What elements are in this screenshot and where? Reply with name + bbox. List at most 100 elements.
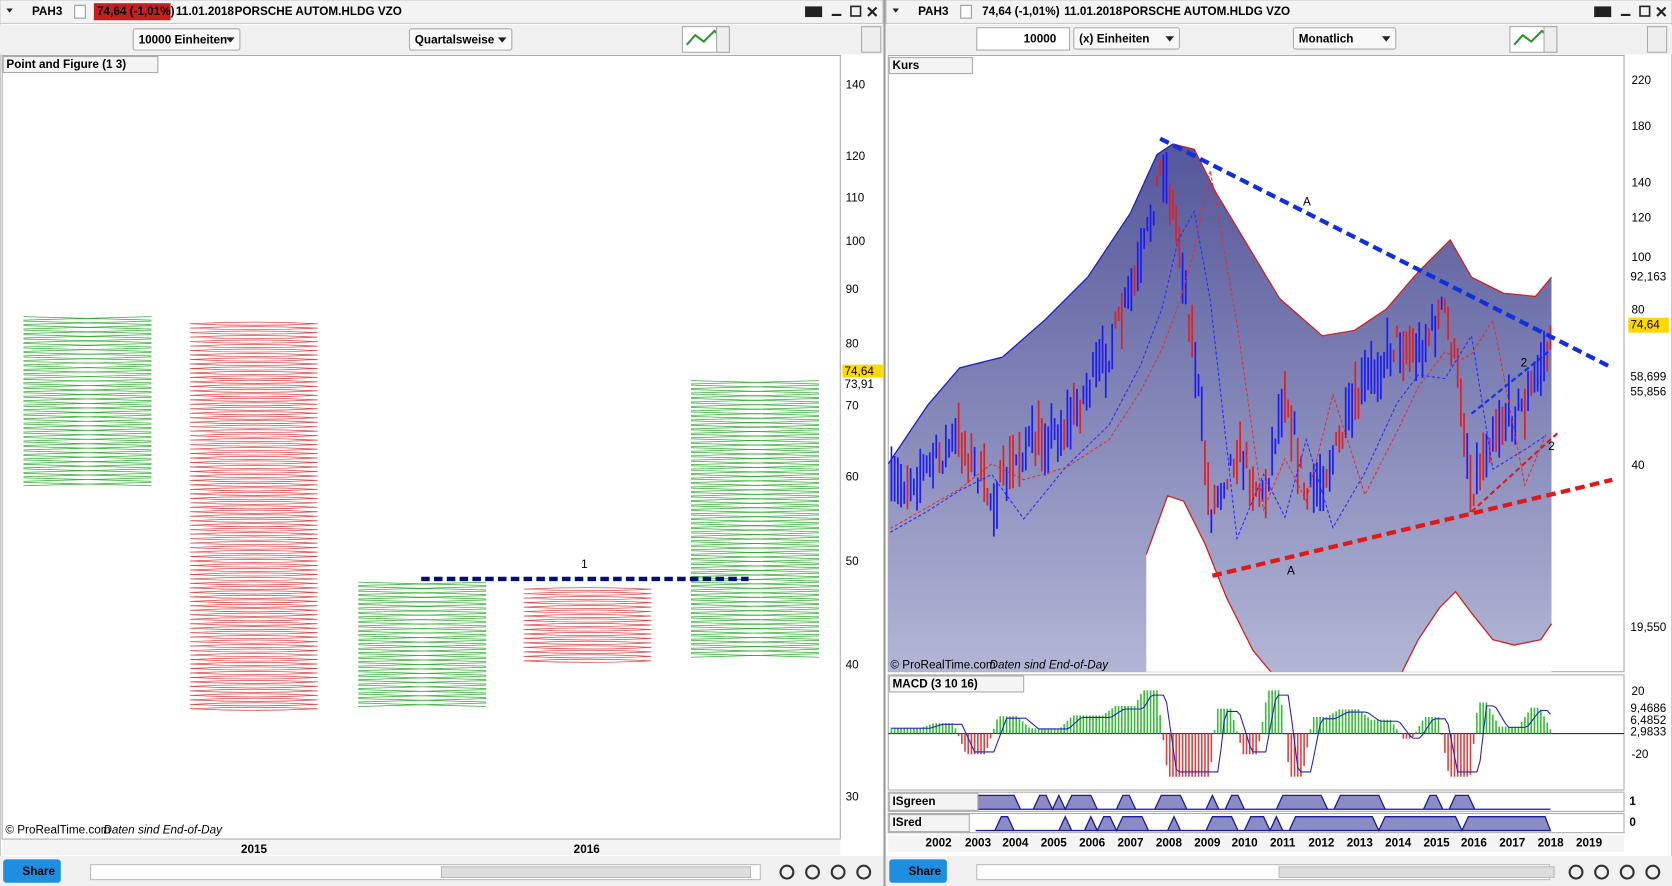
symbol: PAH3 — [918, 5, 949, 18]
macd-axis-label: 20 — [1631, 685, 1645, 698]
year-label: 2014 — [1385, 836, 1412, 849]
panel-title-box — [888, 675, 1025, 693]
price-flag — [1628, 384, 1669, 400]
year-label: 2016 — [1461, 836, 1488, 849]
pf-x-column — [358, 581, 487, 707]
year-label: 2009 — [1194, 836, 1221, 849]
price-axis-label: 180 — [1631, 120, 1651, 133]
trend-line-a — [1159, 136, 1614, 370]
year-label: 2010 — [1232, 836, 1259, 849]
indicator-title-box — [888, 814, 970, 833]
close-button[interactable] — [1656, 6, 1667, 17]
pf-o-column — [189, 321, 318, 711]
instrument-name: PORSCHE AUTOM.HLDG VZO — [235, 5, 402, 18]
price-flag — [1628, 317, 1669, 333]
indicator-value: 1 — [1629, 795, 1636, 808]
side-handle[interactable] — [861, 26, 882, 53]
price-axis-label: 40 — [846, 658, 860, 671]
copyright: © ProRealTime.com — [5, 824, 110, 837]
zoom-tool[interactable] — [805, 864, 821, 880]
period-select[interactable] — [1292, 27, 1397, 50]
price-flag-label: 92,163 — [1630, 270, 1666, 283]
year-label: 2015 — [241, 843, 268, 856]
period-select-label: Quartalsweise — [415, 34, 495, 47]
close-button[interactable] — [867, 6, 878, 17]
price-axis-label: 80 — [846, 337, 860, 350]
dropdown-arrow[interactable] — [6, 8, 13, 13]
indicator-title-box — [888, 792, 979, 811]
year-label: 2017 — [1499, 836, 1525, 849]
maximize-button[interactable] — [850, 5, 862, 17]
moving-average — [890, 209, 1547, 541]
price-flag-label: 58,699 — [1630, 371, 1666, 384]
price-axis-label: 110 — [846, 191, 865, 204]
zoom-tool[interactable] — [1619, 864, 1635, 880]
band-gap — [1146, 495, 1552, 672]
share-button[interactable] — [3, 859, 61, 883]
macd-area — [887, 674, 1625, 791]
units-select-label: (x) Einheiten — [1079, 33, 1149, 46]
spinner[interactable] — [976, 27, 1071, 51]
zoom-tool[interactable] — [1594, 864, 1610, 880]
annotation: A — [1287, 565, 1295, 578]
period-select[interactable] — [408, 28, 513, 51]
price-flag — [1628, 701, 1669, 717]
quote-box — [93, 3, 171, 21]
price-axis-label: 100 — [846, 235, 866, 248]
price-flag-label: 73,91 — [845, 378, 874, 391]
panel-title-box — [888, 57, 974, 75]
scroll-thumb[interactable] — [1278, 866, 1555, 879]
year-label: 2005 — [1041, 836, 1068, 849]
panel-title: MACD (3 10 16) — [893, 678, 978, 691]
minimize-button[interactable] — [1620, 13, 1631, 16]
indicator-title: ISred — [893, 816, 922, 829]
date: 11.01.2018 — [1064, 5, 1122, 18]
price-axis-label: 50 — [846, 555, 860, 568]
year-label: 2018 — [1538, 836, 1565, 849]
panel-title-box — [2, 55, 159, 74]
units-select-label: 10000 Einheiten — [139, 34, 228, 47]
zoom-tool[interactable] — [779, 864, 795, 880]
price-axis-label: 30 — [846, 791, 860, 804]
scroll-thumb[interactable] — [440, 866, 752, 879]
panel-title: Point and Figure (1 3) — [6, 58, 126, 71]
price-flag — [1628, 725, 1669, 740]
keyboard-icon[interactable] — [1594, 6, 1612, 18]
units-select[interactable] — [1073, 27, 1180, 50]
maximize-button[interactable] — [1639, 5, 1651, 17]
price-axis-label: 120 — [1631, 212, 1651, 225]
annotation: 2 — [1548, 440, 1555, 453]
year-label: 2006 — [1079, 836, 1106, 849]
info-icon[interactable] — [960, 4, 972, 19]
price-axis-label: 80 — [1631, 303, 1645, 316]
units-value: 10000 — [1024, 33, 1057, 46]
zoom-tool[interactable] — [1568, 864, 1584, 880]
annotation: 1 — [581, 558, 588, 571]
price-flag-label: 6,4852 — [1630, 714, 1666, 727]
time-axis — [888, 834, 1625, 852]
zoom-tool[interactable] — [856, 864, 872, 880]
annotation: A — [1303, 196, 1311, 209]
trend-line-2 — [1470, 431, 1560, 513]
zoom-tool[interactable] — [830, 864, 846, 880]
price-flag — [842, 377, 883, 393]
chart-type-drop[interactable] — [1543, 26, 1558, 53]
quote: 74,64 (-1,01%) — [982, 5, 1060, 18]
units-select[interactable] — [132, 28, 241, 51]
year-label: 2003 — [965, 836, 992, 849]
keyboard-icon[interactable] — [805, 6, 823, 18]
price-axis-label: 120 — [846, 150, 866, 163]
year-label: 2015 — [1424, 836, 1451, 849]
dropdown-arrow[interactable] — [892, 8, 899, 13]
year-label: 2008 — [1156, 836, 1183, 849]
time-axis — [2, 840, 841, 856]
price-axis-label: 140 — [846, 78, 866, 91]
year-label: 2004 — [1002, 836, 1029, 849]
minimize-button[interactable] — [831, 13, 842, 16]
side-handle[interactable] — [1646, 26, 1668, 53]
share-button[interactable] — [889, 859, 947, 883]
chart-type-drop[interactable] — [716, 26, 730, 53]
info-icon[interactable] — [74, 4, 86, 19]
zoom-tool[interactable] — [1645, 864, 1661, 880]
year-label: 2013 — [1347, 836, 1374, 849]
